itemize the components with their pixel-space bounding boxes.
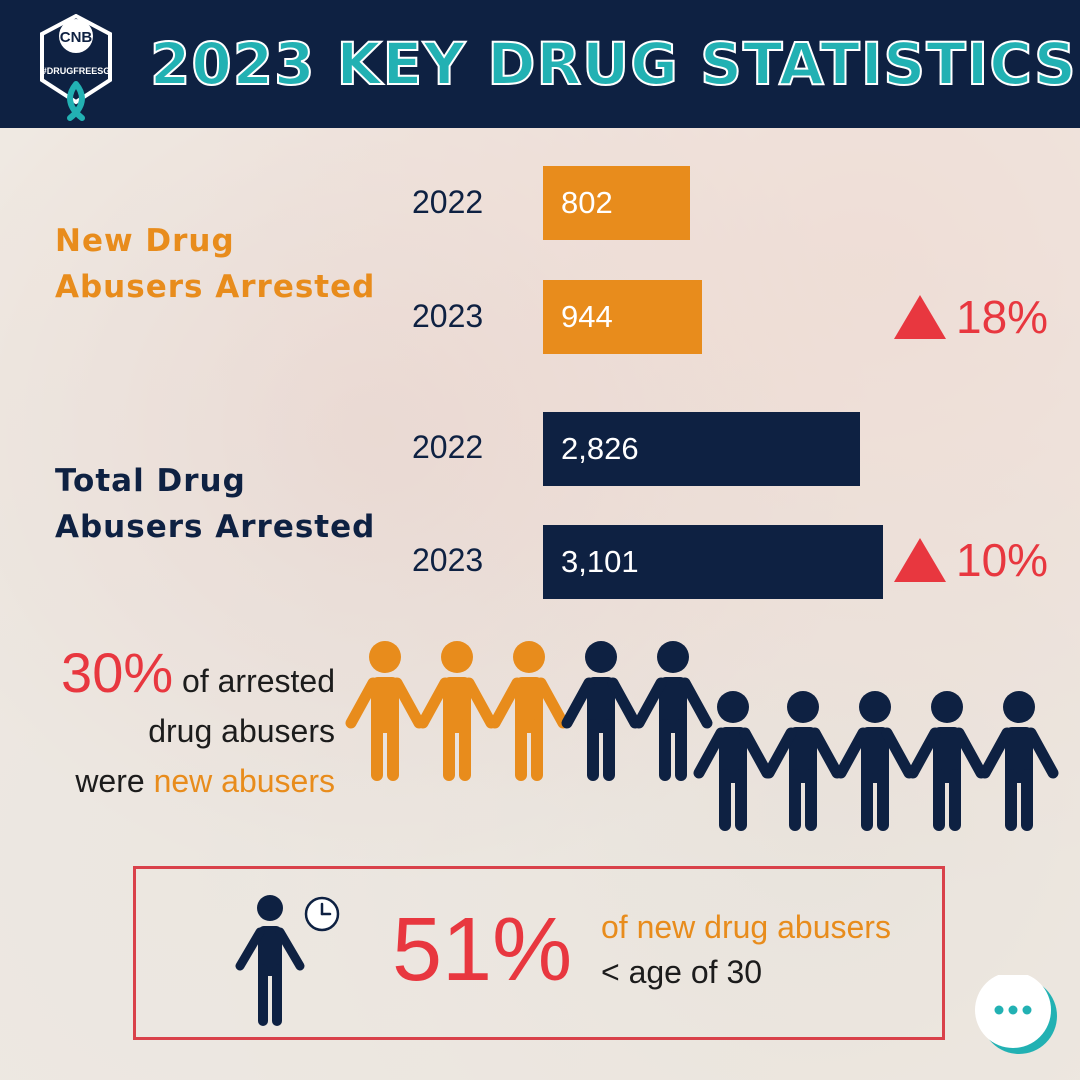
new-share-line2: drug abusers bbox=[148, 713, 335, 749]
bar-new-2023: 944 bbox=[543, 280, 702, 354]
group-label-total-line1: Total Drug bbox=[55, 463, 246, 499]
change-new: 18% bbox=[894, 287, 1074, 347]
person-icon bbox=[633, 641, 713, 781]
logo-tag: #DRUGFREESG bbox=[42, 66, 111, 76]
year-label-total-2022: 2022 bbox=[412, 429, 484, 465]
bar-new-2022: 802 bbox=[543, 166, 690, 240]
age-stat-box bbox=[133, 866, 945, 1040]
person-icon bbox=[693, 691, 773, 831]
header-bar: CNB #DRUGFREESG 2023 KEY DRUG STATISTICS bbox=[0, 0, 1080, 128]
up-triangle-icon bbox=[894, 295, 946, 339]
change-total-percent: 10% bbox=[956, 534, 1049, 586]
person-icon bbox=[235, 895, 305, 1026]
chat-button[interactable] bbox=[970, 975, 1062, 1057]
person-icon bbox=[489, 641, 569, 781]
new-share-percent: 30% bbox=[61, 641, 174, 704]
person-icon bbox=[417, 641, 497, 781]
person-icon bbox=[979, 691, 1059, 831]
clock-icon bbox=[304, 896, 340, 932]
page-title: 2023 KEY DRUG STATISTICS bbox=[149, 29, 1077, 99]
age-stat-line1: of new drug abusers bbox=[601, 909, 891, 945]
up-triangle-icon bbox=[894, 538, 946, 582]
change-total: 10% bbox=[894, 530, 1074, 590]
new-share-text-4: new abusers bbox=[153, 763, 335, 799]
group-label-total: Total Drug Abusers Arrested bbox=[55, 458, 375, 550]
age-stat-line2: < age of 30 bbox=[601, 954, 763, 990]
new-share-line3: were new abusers bbox=[10, 756, 335, 806]
new-share-text-3: were bbox=[75, 763, 145, 799]
year-label-new-2022: 2022 bbox=[412, 184, 484, 220]
group-label-total-line2: Abusers Arrested bbox=[55, 509, 376, 545]
new-share-stat: 30% of arrested drug abusers were new ab… bbox=[10, 645, 335, 806]
year-label-total-2023: 2023 bbox=[412, 542, 484, 578]
new-share-line1: 30% of arrested bbox=[10, 645, 335, 706]
bar-total-2023: 3,101 bbox=[543, 525, 883, 599]
person-icon bbox=[835, 691, 915, 831]
group-label-new-line2: Abusers Arrested bbox=[55, 269, 376, 305]
person-icon bbox=[561, 641, 641, 781]
logo-text: CNB bbox=[60, 29, 93, 46]
age-stat-percent: 51% bbox=[392, 900, 573, 1000]
person-icon bbox=[763, 691, 843, 831]
cnb-logo-icon: CNB #DRUGFREESG bbox=[40, 14, 112, 121]
person-icon bbox=[907, 691, 987, 831]
change-new-percent: 18% bbox=[956, 291, 1049, 343]
people-pictogram bbox=[345, 641, 1059, 831]
group-label-new-line1: New Drug bbox=[55, 223, 235, 259]
person-clock-icon bbox=[235, 895, 340, 1026]
more-options-icon bbox=[975, 975, 1057, 1054]
person-icon bbox=[345, 641, 425, 781]
bar-total-2022: 2,826 bbox=[543, 412, 860, 486]
group-label-new: New Drug Abusers Arrested bbox=[55, 218, 375, 310]
year-label-new-2023: 2023 bbox=[412, 298, 484, 334]
new-share-text-1: of arrested bbox=[182, 663, 335, 699]
